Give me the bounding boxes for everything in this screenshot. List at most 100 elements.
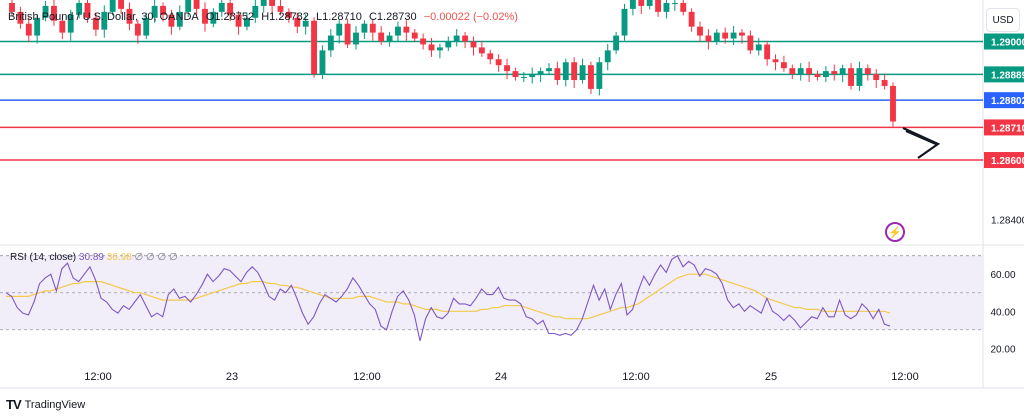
candle-body <box>160 5 166 15</box>
candle-body <box>730 32 737 39</box>
open-label: O <box>205 11 215 23</box>
candle-body <box>755 44 762 51</box>
candle-body <box>59 20 66 33</box>
candle-body <box>621 8 628 36</box>
candle-body <box>353 32 359 45</box>
symbol-title[interactable]: British Pound / U.S. Dollar, 30, OANDA <box>8 11 199 23</box>
candle-body <box>680 2 687 12</box>
candle-body <box>336 23 343 36</box>
level-price-badge <box>984 66 1024 83</box>
candle-body <box>42 5 49 18</box>
time-tick-label: 24 <box>495 371 507 383</box>
candle-body <box>604 50 611 63</box>
candle-body <box>462 35 469 42</box>
candle-body <box>109 0 116 12</box>
level-price-label: 1.29000 <box>991 37 1024 48</box>
candle-body <box>629 0 636 9</box>
candle-body <box>881 80 888 86</box>
high-label: H <box>261 11 270 23</box>
candle-body <box>294 17 301 27</box>
candle-body <box>445 41 452 48</box>
candle-body <box>713 32 720 42</box>
candle-body <box>537 71 544 75</box>
candle-body <box>856 68 863 86</box>
candle-body <box>319 50 326 75</box>
candle-body <box>227 2 234 15</box>
candle-body <box>327 35 334 51</box>
candle-body <box>797 68 804 75</box>
candle-body <box>839 68 846 75</box>
footer-brand[interactable]: TV TradingView <box>6 397 85 412</box>
candle-body <box>504 65 510 72</box>
rsi-tick-label: 60.00 <box>990 270 1015 281</box>
low-value: 1.28710 <box>322 11 362 23</box>
arrow-right-shaft <box>905 129 937 146</box>
candle-body <box>185 0 192 12</box>
candle-body <box>495 59 502 66</box>
candle-body <box>176 11 183 27</box>
time-tick-label: 12:00 <box>84 371 112 383</box>
candle-body <box>84 2 91 18</box>
candle-body <box>151 5 158 18</box>
candle-body <box>789 68 796 75</box>
candle-body <box>772 59 779 63</box>
candle-body <box>218 2 225 12</box>
candle-body <box>655 0 662 12</box>
candle-body <box>260 0 267 6</box>
candle-body <box>663 2 670 12</box>
level-price-label: 1.28600 <box>991 156 1024 167</box>
rsi-tick-label: 20.00 <box>990 344 1015 355</box>
candle-body <box>420 38 427 45</box>
candle-body <box>478 47 485 54</box>
candle-body <box>764 44 771 60</box>
level-price-badge <box>984 152 1024 169</box>
candle-body <box>9 2 15 12</box>
candle-body <box>395 26 401 36</box>
candle-body <box>243 17 250 27</box>
rsi-tick-label: 40.00 <box>990 307 1015 318</box>
brand-name: TradingView <box>24 398 86 411</box>
candle-body <box>890 85 896 122</box>
candle-body <box>25 23 32 36</box>
candle-body <box>378 32 385 42</box>
candle-body <box>529 74 536 78</box>
candle-body <box>814 74 821 78</box>
candle-body <box>780 62 787 69</box>
candle-body <box>848 68 854 86</box>
candle-body <box>697 26 703 36</box>
candle-body <box>596 62 603 89</box>
candle-body <box>671 2 678 4</box>
candle-body <box>520 77 527 79</box>
currency-button[interactable]: USD <box>986 8 1020 32</box>
candle-body <box>739 32 745 36</box>
candle-body <box>17 11 24 24</box>
lightning-icon[interactable]: ⚡ <box>885 222 905 242</box>
candle-body <box>386 35 393 42</box>
level-price-label: 1.28710 <box>991 123 1024 134</box>
candle-body <box>613 35 620 51</box>
candle-body <box>428 44 435 51</box>
price-tick-label: 1.28400 <box>991 215 1024 226</box>
rsi-ma-line <box>6 273 891 320</box>
rsi-title[interactable]: RSI (14, close) <box>10 252 77 263</box>
candle-body <box>302 20 309 27</box>
time-tick-label: 25 <box>765 371 777 383</box>
rsi-empty-values: ∅ ∅ ∅ ∅ <box>134 252 178 263</box>
candle-body <box>579 65 586 81</box>
candle-body <box>361 23 368 33</box>
candle-body <box>487 53 494 60</box>
candle-body <box>134 23 141 36</box>
candle-body <box>722 32 729 39</box>
close-label: C <box>368 11 377 23</box>
rsi-value: 30.89 <box>78 252 104 263</box>
time-tick-label: 12:00 <box>891 371 919 383</box>
candle-body <box>269 0 276 6</box>
candle-body <box>453 35 460 42</box>
candle-body <box>873 74 880 81</box>
candle-body <box>705 35 712 42</box>
candle-body <box>311 20 317 75</box>
symbol-legend: British Pound / U.S. Dollar, 30, OANDA O… <box>8 11 518 23</box>
change-value: −0.00022 (−0.02%) <box>423 11 518 23</box>
candle-body <box>193 0 200 9</box>
